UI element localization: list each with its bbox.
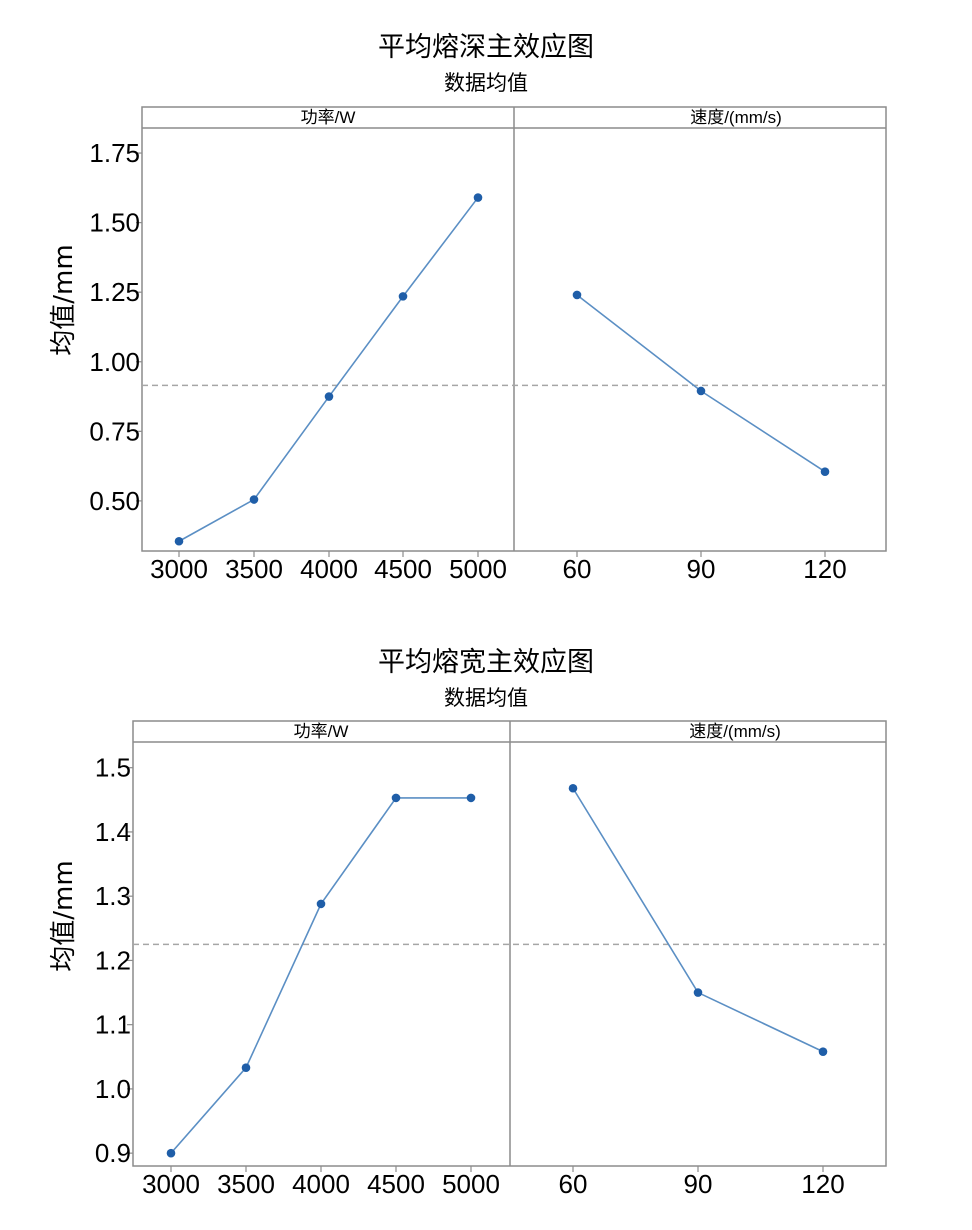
- data-point: [166, 1148, 176, 1158]
- y-tick-label: 1.0: [95, 1074, 131, 1104]
- data-point: [398, 292, 408, 301]
- y-tick-label: 1.3: [95, 881, 131, 911]
- chart-title: 平均熔深主效应图: [378, 32, 594, 63]
- x-tick-label: 4000: [292, 1169, 350, 1199]
- panel-label-speed: 速度/(mm/s): [689, 722, 781, 741]
- y-tick-label: 1.75: [89, 138, 140, 168]
- x-tick-label: 90: [687, 554, 716, 584]
- series-line: [178, 197, 479, 542]
- x-tick-label: 3000: [142, 1169, 200, 1199]
- data-point: [818, 1047, 828, 1056]
- panel-power: 3000 3500 4000 4500 5000: [150, 193, 507, 584]
- data-point: [241, 1063, 251, 1073]
- panel-speed: 60 90 120: [559, 783, 845, 1199]
- y-tick-label: 1.2: [95, 945, 131, 975]
- y-tick-label: 1.1: [95, 1010, 131, 1040]
- data-point: [696, 386, 706, 396]
- y-tick-label: 0.9: [95, 1138, 131, 1168]
- x-tick-label: 60: [559, 1169, 588, 1199]
- data-point: [693, 988, 703, 997]
- data-point: [174, 536, 184, 546]
- x-tick-label: 3000: [150, 554, 208, 584]
- data-point: [572, 290, 582, 300]
- x-tick-label: 60: [563, 554, 592, 584]
- x-tick-label: 5000: [442, 1169, 500, 1199]
- series-line: [170, 797, 471, 1154]
- panel-label-speed: 速度/(mm/s): [690, 108, 782, 127]
- data-point: [249, 495, 259, 504]
- data-point: [391, 793, 401, 803]
- x-tick-label: 5000: [449, 554, 507, 584]
- data-point: [324, 392, 334, 401]
- x-tick-label: 90: [684, 1169, 713, 1199]
- x-tick-label: 3500: [225, 554, 283, 584]
- panel-power: 3000 3500 4000 4500 5000: [142, 793, 500, 1199]
- data-point: [316, 899, 326, 909]
- y-tick-label: 1.00: [89, 347, 140, 377]
- panel-label-power: 功率/W: [294, 722, 349, 741]
- chart-subtitle: 数据均值: [444, 71, 528, 95]
- y-tick-label: 0.75: [89, 416, 140, 446]
- x-tick-label: 3500: [217, 1169, 275, 1199]
- y-tick-label: 0.50: [89, 486, 140, 516]
- y-axis-label: 均值/mm: [49, 860, 79, 971]
- series-line: [572, 787, 824, 1053]
- y-axis-label: 均值/mm: [49, 244, 79, 355]
- data-point: [820, 467, 830, 476]
- chart-width: 平均熔宽主效应图 数据均值 均值/mm 功率/W 速度/(mm/s) 0.9 1.…: [49, 647, 887, 1199]
- panel-label-power: 功率/W: [301, 108, 356, 127]
- x-tick-label: 4500: [367, 1169, 425, 1199]
- chart-title: 平均熔宽主效应图: [378, 647, 594, 678]
- y-axis: 0.50 0.75 1.00 1.25 1.50 1.75: [89, 138, 142, 516]
- y-tick-label: 1.25: [89, 277, 140, 307]
- data-point: [466, 793, 476, 803]
- x-tick-label: 120: [801, 1169, 844, 1199]
- x-tick-label: 4500: [374, 554, 432, 584]
- x-tick-label: 4000: [300, 554, 358, 584]
- y-axis: 0.9 1.0 1.1 1.2 1.3 1.4 1.5: [95, 753, 133, 1168]
- data-point: [473, 193, 483, 202]
- data-point: [568, 783, 578, 793]
- panel-speed: 60 90 120: [563, 290, 847, 584]
- chart-penetration: 平均熔深主效应图 数据均值 均值/mm 功率/W 速度/(mm/s) 0.500…: [49, 32, 887, 584]
- x-tick-label: 120: [803, 554, 846, 584]
- y-tick-label: 1.4: [95, 817, 131, 847]
- series-line: [576, 294, 826, 473]
- chart-subtitle: 数据均值: [444, 686, 528, 710]
- y-tick-label: 1.50: [89, 208, 140, 238]
- y-tick-label: 1.5: [95, 753, 131, 783]
